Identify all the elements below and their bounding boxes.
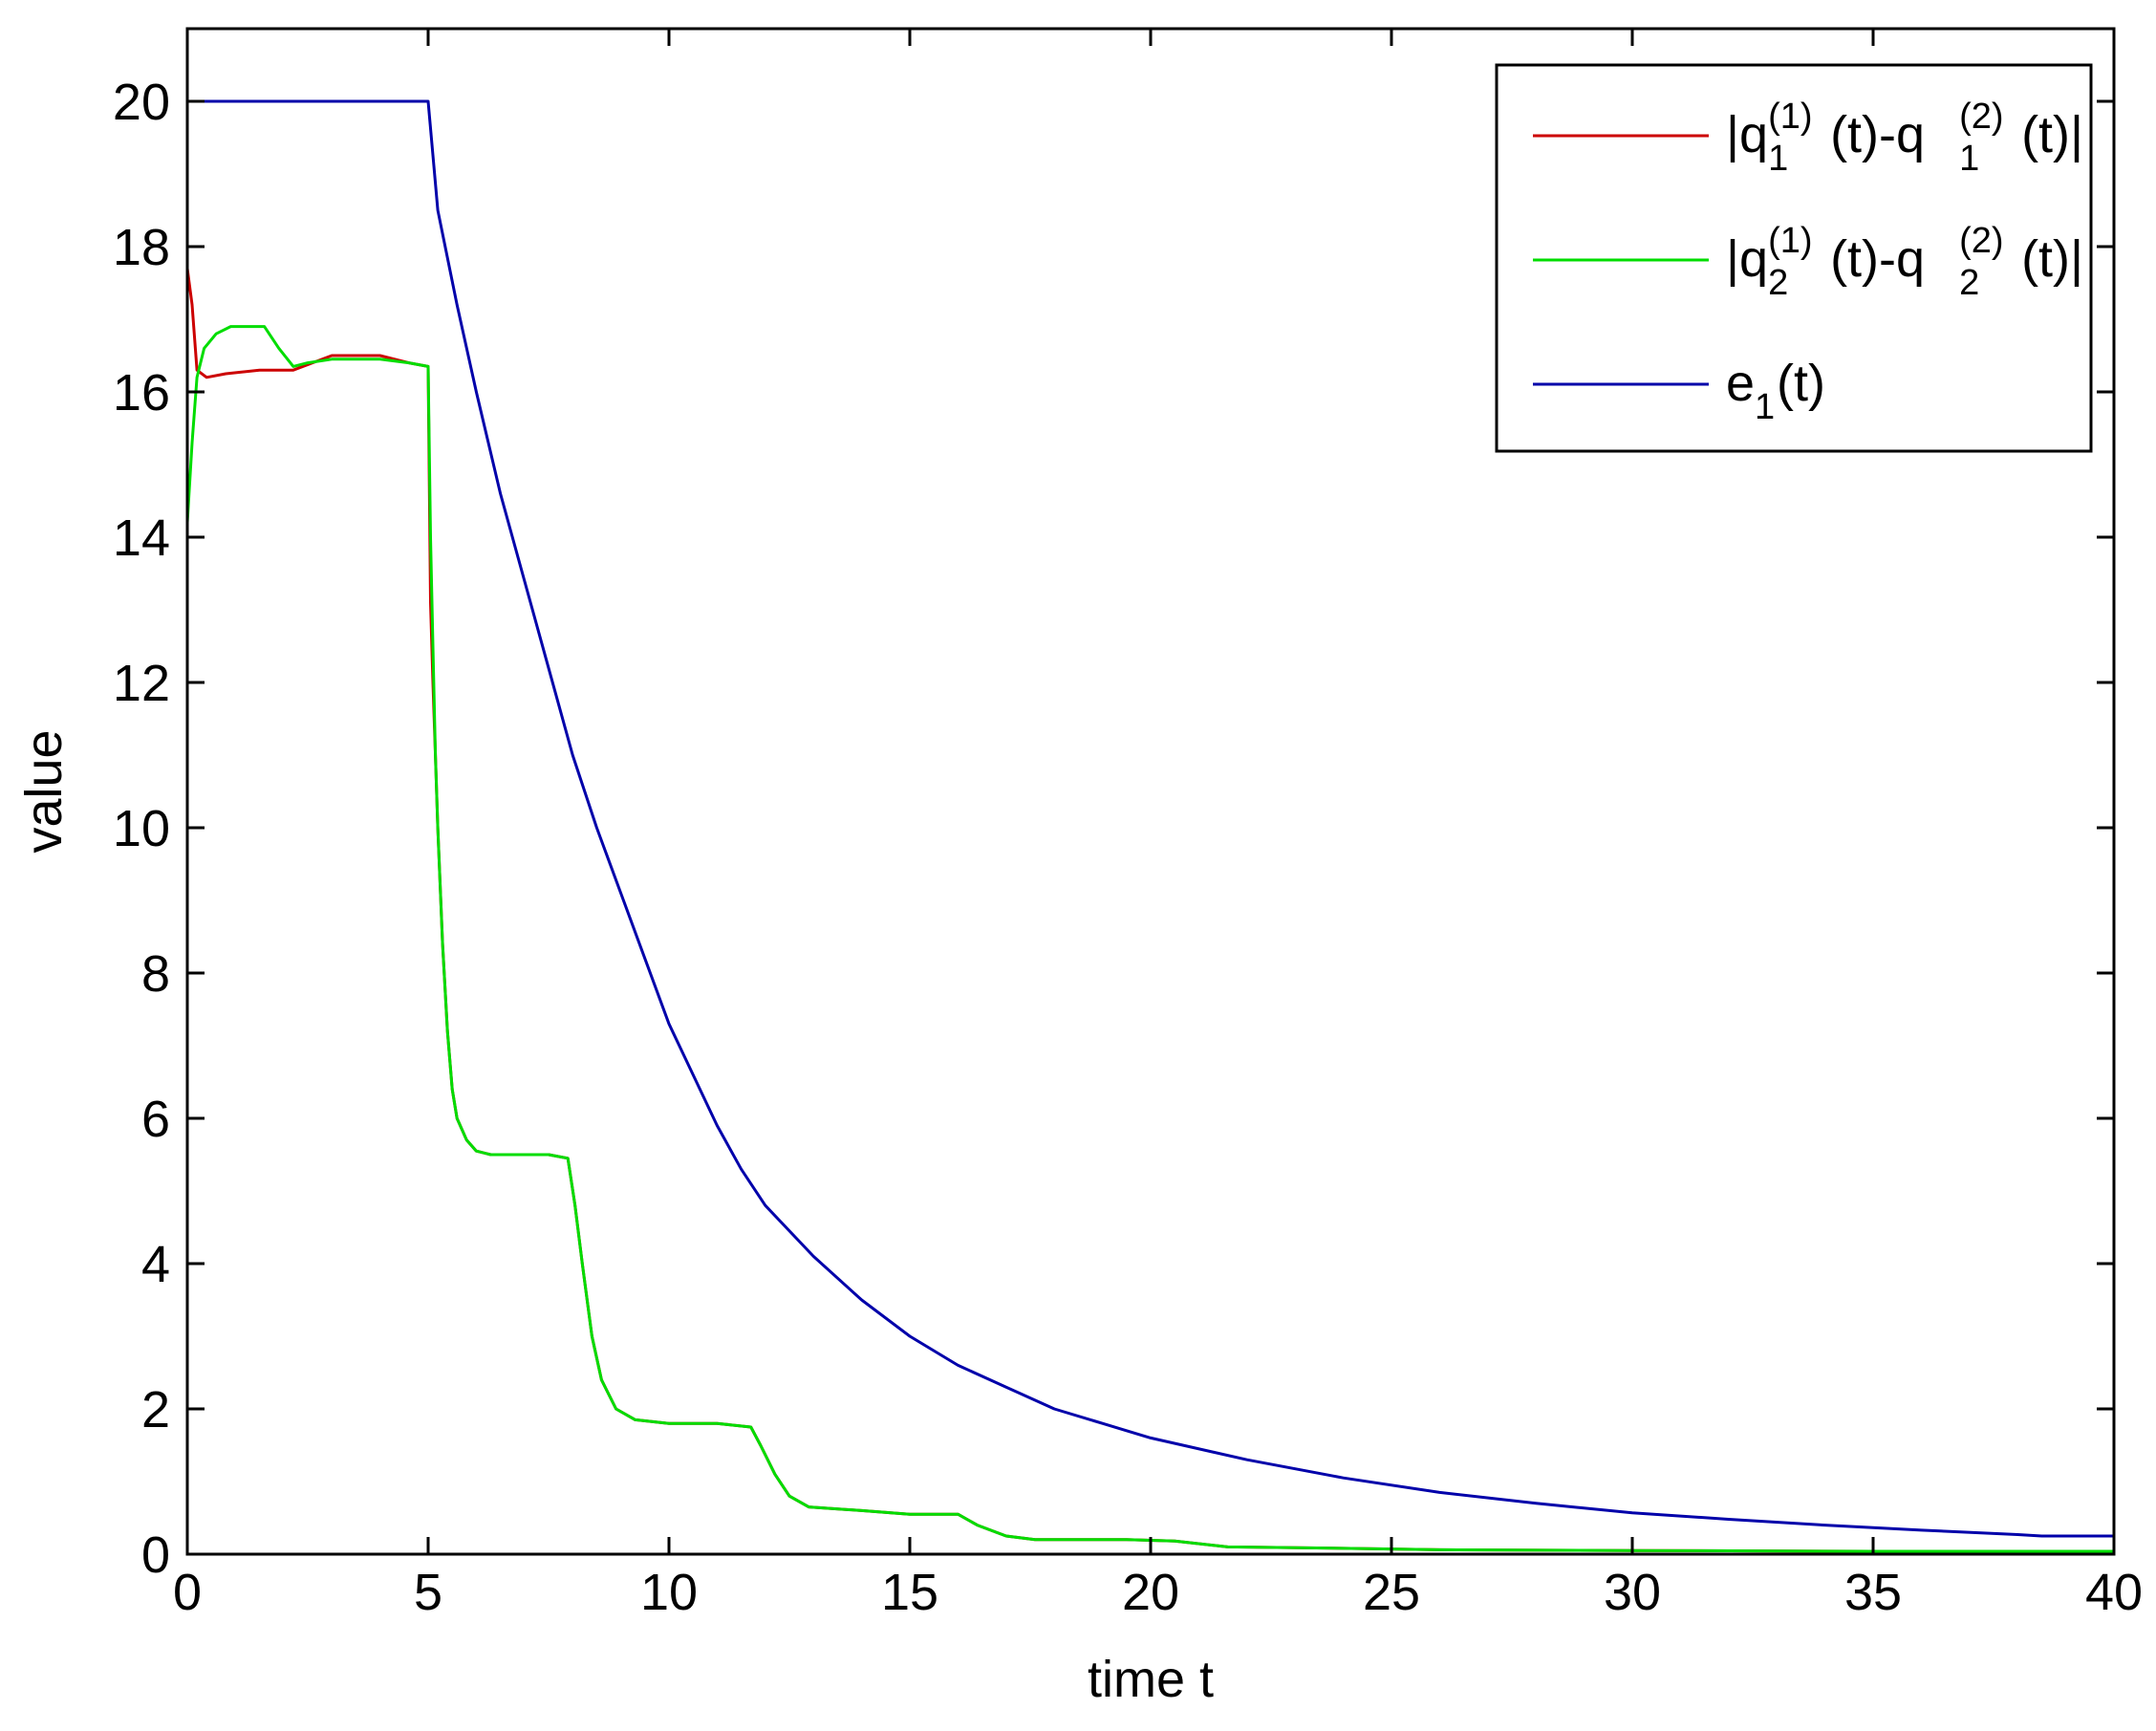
- x-tick-label: 0: [173, 1564, 202, 1621]
- x-tick-label: 15: [881, 1564, 938, 1621]
- y-tick-label: 18: [113, 219, 170, 276]
- x-tick-label: 20: [1122, 1564, 1179, 1621]
- x-tick-label: 5: [414, 1564, 442, 1621]
- series-line-3: [187, 99, 2114, 1538]
- legend-label-3: e1(t): [1726, 355, 1825, 427]
- y-tick-label: 16: [113, 364, 170, 422]
- legend: |q(1) 1 (t)-q (2) 1 (t)| |q(1) 2 (t)-q (2) 2 (t)| e1…: [1495, 63, 2093, 453]
- x-tick-label: 40: [2085, 1564, 2143, 1621]
- x-tick-label: 35: [1844, 1564, 1902, 1621]
- legend-label-1: |q(1) 1 (t)-q (2) 1 (t)|: [1726, 97, 2083, 179]
- x-axis-label: time t: [1088, 1651, 1214, 1708]
- y-tick-label: 12: [113, 655, 170, 712]
- y-tick-label: 4: [141, 1236, 170, 1293]
- y-tick-label: 10: [113, 800, 170, 857]
- x-tick-label: 10: [640, 1564, 698, 1621]
- y-tick-label: 2: [141, 1381, 170, 1439]
- legend-label-2: |q(1) 2 (t)-q (2) 2 (t)|: [1726, 221, 2083, 303]
- series-layer: [185, 99, 2114, 1553]
- series-line-2: [185, 325, 2114, 1553]
- tick-layer: 0 5 10 15 20 25 30 35 40 0 2 4 6 8 10 12 14 16 18 20: [113, 29, 2143, 1621]
- y-tick-label: 0: [141, 1526, 170, 1584]
- legend-box: [1495, 63, 2093, 453]
- x-tick-label: 25: [1363, 1564, 1420, 1621]
- x-tick-label: 30: [1604, 1564, 1661, 1621]
- y-tick-label: 14: [113, 509, 170, 567]
- y-tick-label: 20: [113, 74, 170, 131]
- y-tick-label: 8: [141, 945, 170, 1003]
- y-tick-label: 6: [141, 1091, 170, 1148]
- y-axis-label: value: [15, 729, 73, 853]
